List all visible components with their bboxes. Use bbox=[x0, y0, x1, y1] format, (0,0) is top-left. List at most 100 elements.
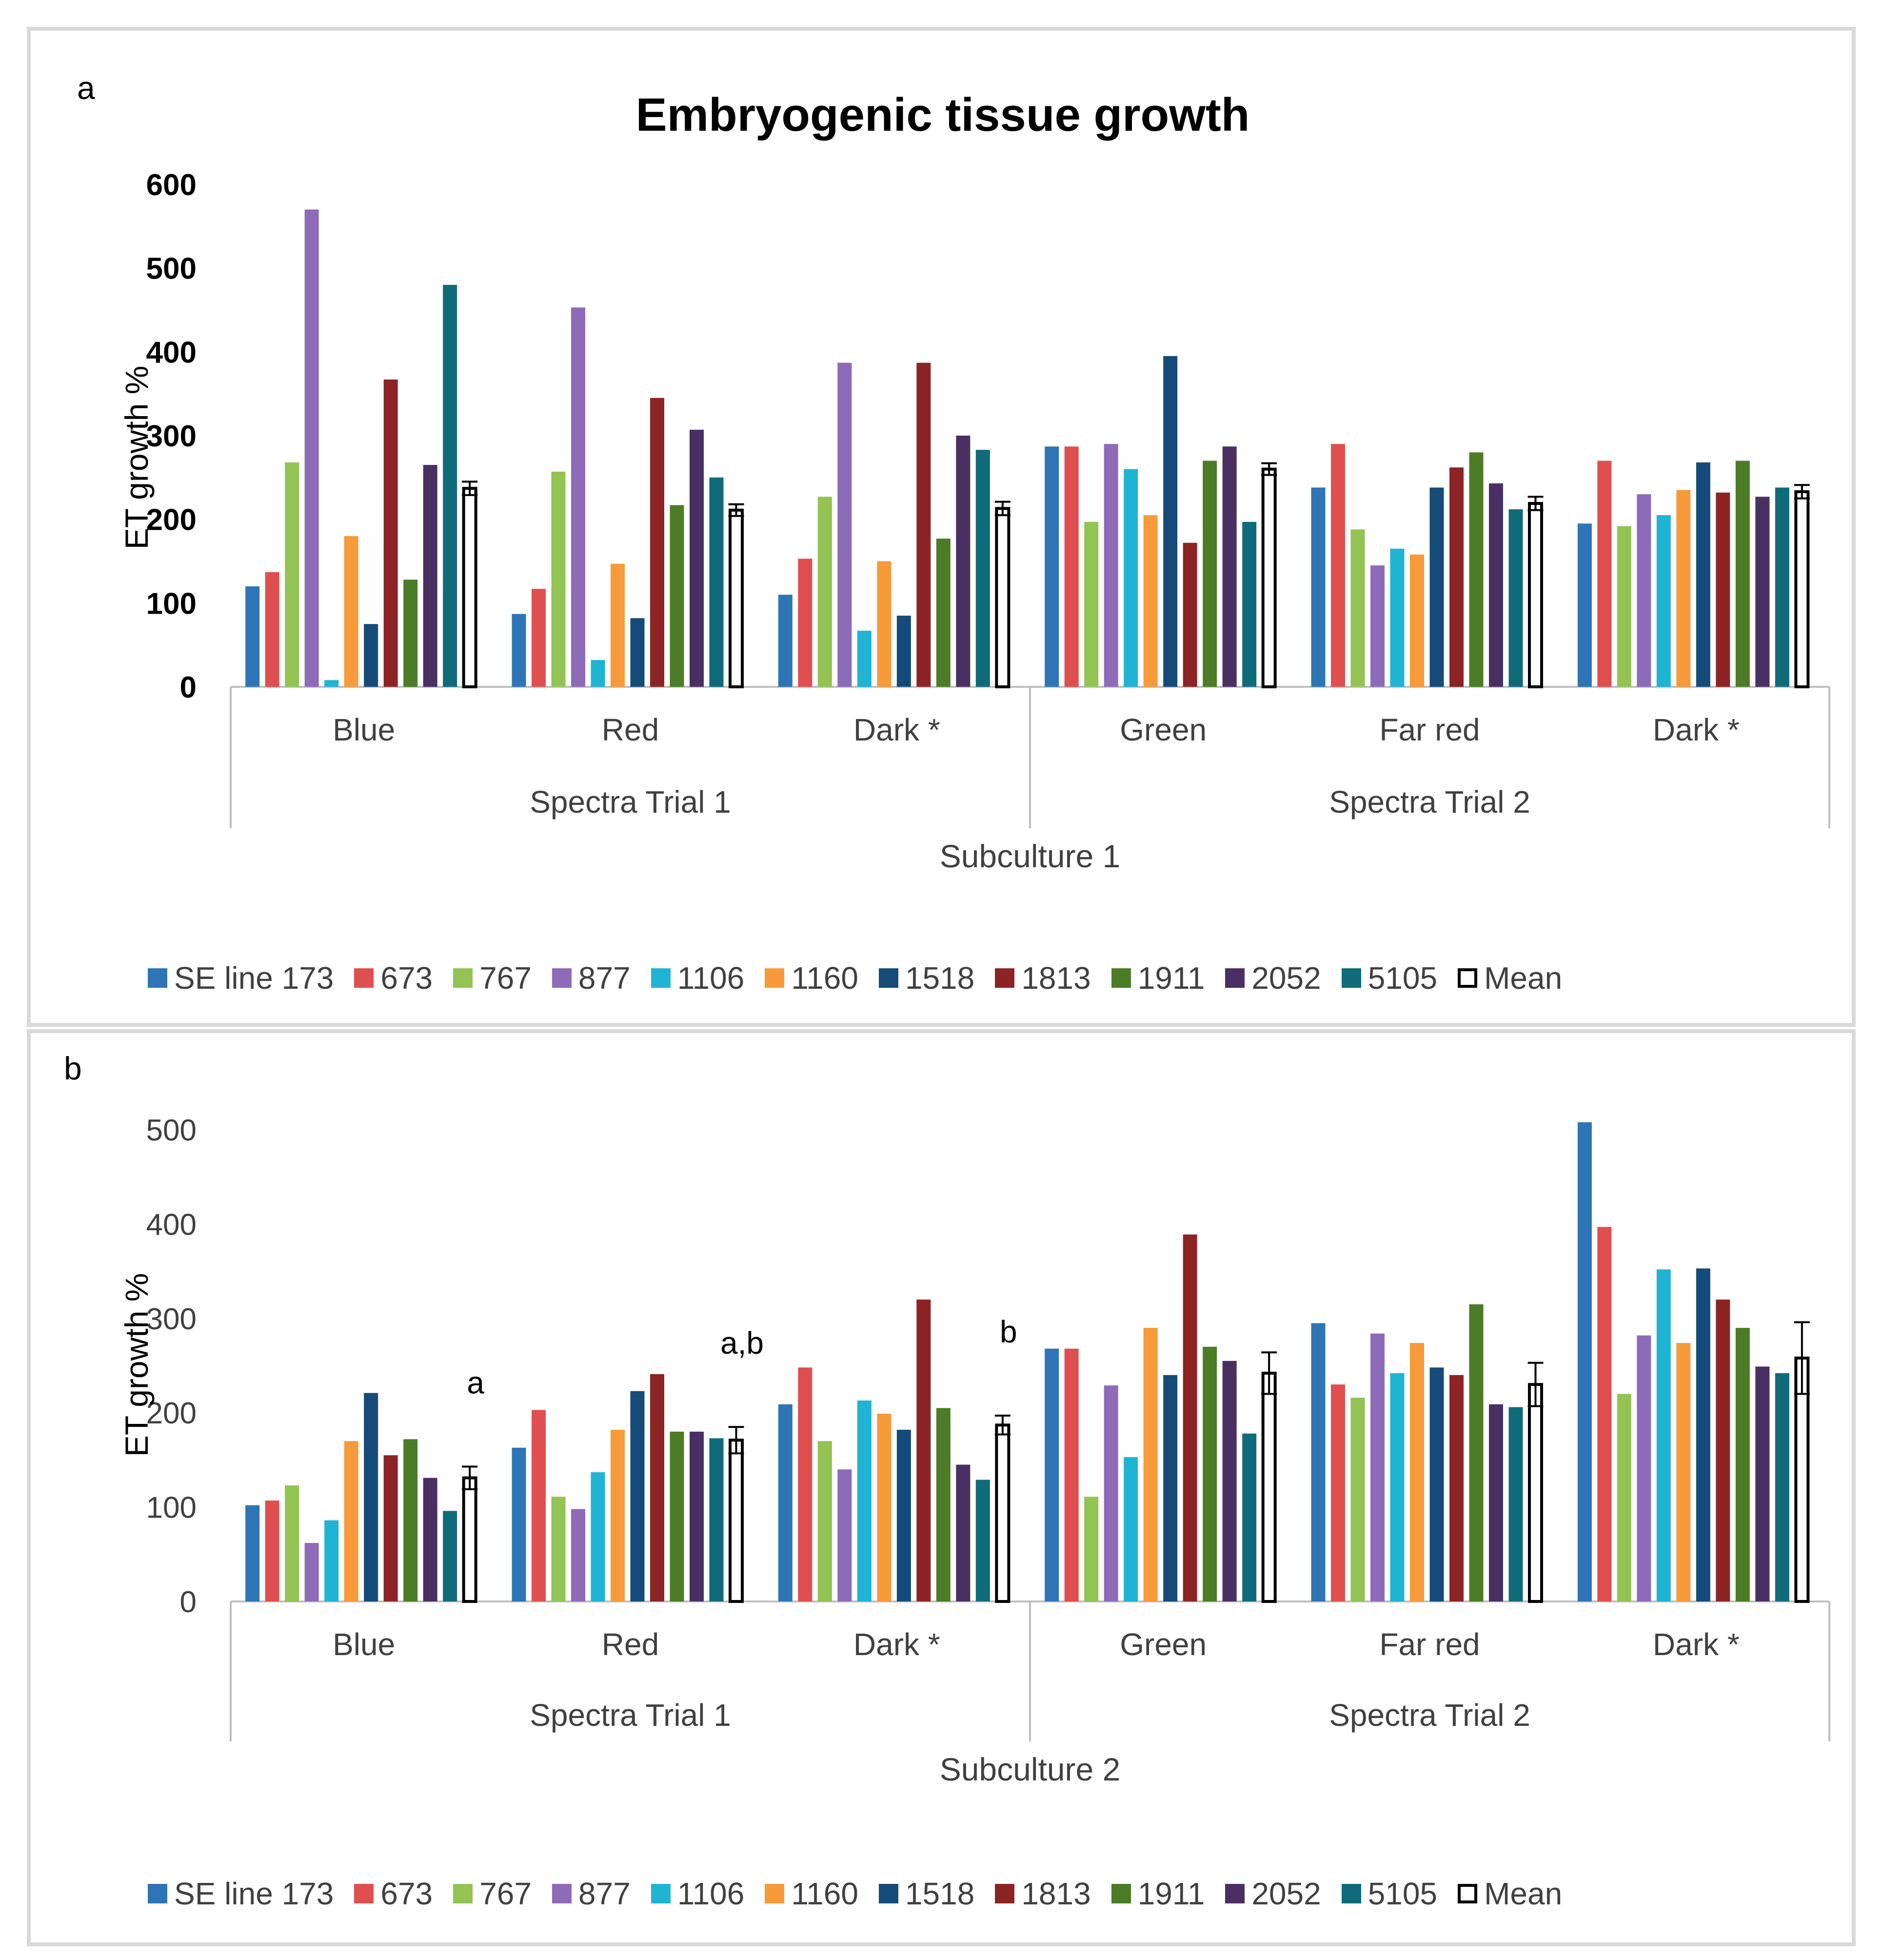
bar-1160 bbox=[1143, 515, 1158, 687]
x-category-label: Dark * bbox=[853, 712, 940, 747]
bar-673 bbox=[1064, 1348, 1079, 1601]
square-swatch-icon bbox=[453, 1884, 473, 1903]
legend-item: 5105 bbox=[1341, 1876, 1437, 1912]
bar-767 bbox=[1350, 1398, 1365, 1601]
bar-1106 bbox=[1656, 515, 1671, 687]
bar-mean bbox=[995, 1423, 1011, 1603]
legend-label: 877 bbox=[578, 960, 631, 996]
panel-label: b bbox=[64, 1050, 82, 1086]
y-tick-label: 0 bbox=[180, 1585, 197, 1619]
bar-mean bbox=[1261, 1371, 1277, 1603]
bar-se-line-173 bbox=[1311, 1323, 1326, 1601]
bar-5105 bbox=[709, 1438, 724, 1601]
bar-1911 bbox=[1203, 1346, 1217, 1601]
y-tick-label: 500 bbox=[146, 252, 197, 286]
bar-767 bbox=[1617, 526, 1631, 687]
bar-2052 bbox=[1755, 497, 1770, 687]
legend-item: 767 bbox=[453, 960, 532, 996]
legend-label: 1106 bbox=[677, 960, 745, 996]
bar-1813 bbox=[1449, 467, 1464, 687]
legend-item: SE line 173 bbox=[148, 1876, 334, 1912]
bar-1813 bbox=[1716, 1300, 1730, 1601]
bar-5105 bbox=[443, 1511, 457, 1601]
square-swatch-icon bbox=[878, 1884, 898, 1903]
bar-877 bbox=[1637, 1335, 1651, 1601]
bar-1160 bbox=[1143, 1328, 1158, 1601]
bar-1160 bbox=[611, 1430, 625, 1601]
x-category-label: Blue bbox=[333, 712, 395, 747]
bar-1911 bbox=[403, 580, 418, 687]
bar-1518 bbox=[630, 1391, 645, 1601]
bar-1106 bbox=[857, 630, 872, 687]
bar-2052 bbox=[690, 1431, 704, 1601]
bar-2052 bbox=[1489, 483, 1503, 687]
square-swatch-icon bbox=[1225, 1884, 1245, 1903]
bar-877 bbox=[1104, 444, 1118, 687]
bar-2052 bbox=[956, 436, 971, 687]
bar-se-line-173 bbox=[778, 1404, 793, 1601]
bar-2052 bbox=[690, 429, 704, 687]
legend-label: 5105 bbox=[1368, 960, 1438, 996]
bar-2052 bbox=[423, 1478, 437, 1601]
legend-label: 673 bbox=[380, 1876, 433, 1911]
y-tick-label: 100 bbox=[146, 1491, 197, 1525]
y-tick-label: 300 bbox=[146, 420, 197, 453]
x-category-label: Green bbox=[1120, 1627, 1207, 1662]
bar-1813 bbox=[1183, 542, 1197, 687]
legend-item: 1813 bbox=[995, 960, 1091, 996]
bar-mean bbox=[462, 487, 477, 689]
bar-767 bbox=[1350, 529, 1365, 687]
legend-label: 877 bbox=[578, 1876, 631, 1911]
bar-5105 bbox=[1775, 487, 1789, 687]
bar-673 bbox=[798, 559, 813, 687]
legend-item: Mean bbox=[1458, 1876, 1562, 1912]
legend-item: 1911 bbox=[1111, 960, 1205, 996]
x-category-label: Red bbox=[602, 1627, 659, 1662]
bar-1911 bbox=[670, 1431, 684, 1601]
bar-1518 bbox=[896, 1430, 911, 1601]
y-tick-label: 0 bbox=[180, 671, 197, 704]
bar-1518 bbox=[364, 624, 378, 687]
bar-1106 bbox=[1124, 1457, 1138, 1601]
bar-767 bbox=[551, 471, 566, 687]
bar-1106 bbox=[591, 660, 605, 687]
bar-767 bbox=[285, 462, 299, 687]
legend-item: 2052 bbox=[1225, 1876, 1321, 1912]
bar-767 bbox=[551, 1497, 566, 1601]
legend-label: 1160 bbox=[791, 960, 858, 996]
legend-item: 2052 bbox=[1225, 960, 1321, 996]
legend-label: 1911 bbox=[1137, 960, 1205, 996]
chart-panel-a: a Embryogenic tissue growth 0 100 200 300 400 5… bbox=[27, 27, 1856, 1027]
square-swatch-icon bbox=[765, 1884, 785, 1903]
significance-label: b bbox=[1000, 1314, 1017, 1349]
bar-767 bbox=[817, 497, 832, 687]
bar-877 bbox=[837, 362, 852, 687]
bar-673 bbox=[532, 589, 546, 687]
square-swatch-icon bbox=[878, 968, 898, 988]
bar-5105 bbox=[1242, 1433, 1257, 1601]
bar-5105 bbox=[1242, 521, 1257, 687]
legend-item: 877 bbox=[552, 1876, 631, 1912]
square-swatch-icon bbox=[1225, 968, 1245, 988]
bar-767 bbox=[1084, 521, 1099, 687]
legend-label: 673 bbox=[380, 960, 433, 996]
legend-item: 1911 bbox=[1111, 1876, 1205, 1912]
bar-1106 bbox=[1390, 1373, 1405, 1601]
significance-label: a,b bbox=[720, 1325, 764, 1360]
x-category-label: Green bbox=[1120, 712, 1207, 747]
bar-5105 bbox=[1508, 509, 1523, 687]
bar-5105 bbox=[1508, 1407, 1523, 1601]
bar-mean bbox=[1261, 467, 1277, 689]
legend-label: 767 bbox=[479, 960, 532, 996]
bar-877 bbox=[1104, 1385, 1118, 1601]
bar-767 bbox=[817, 1441, 832, 1601]
bar-1911 bbox=[1469, 452, 1484, 687]
x-category-label: Blue bbox=[333, 1627, 395, 1662]
square-swatch-icon bbox=[1111, 968, 1131, 988]
legend-item: 1160 bbox=[765, 1876, 858, 1912]
bar-se-line-173 bbox=[1311, 487, 1326, 687]
y-tick-label: 300 bbox=[146, 1302, 197, 1336]
legend-label: SE line 173 bbox=[174, 960, 334, 996]
legend-item: 877 bbox=[552, 960, 631, 996]
legend-item: 1518 bbox=[878, 960, 974, 996]
